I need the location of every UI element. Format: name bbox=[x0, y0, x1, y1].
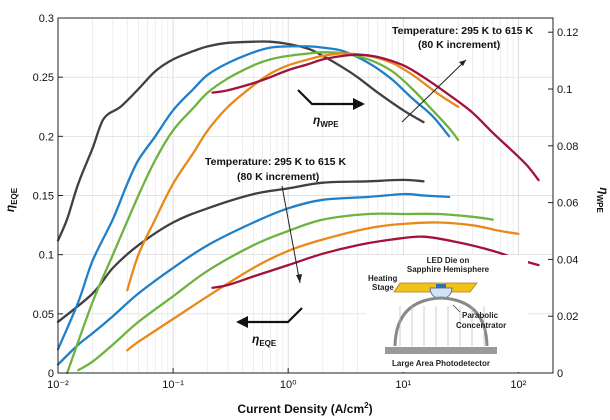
y-right-tick-label: 0.1 bbox=[557, 84, 572, 96]
tick-labels: 10⁻² 10⁻¹ 10⁰ 10¹ 10² 0 0.05 0.1 0.15 0.2 0.25 0.3 0… bbox=[33, 13, 579, 391]
wpe-direction-arrow bbox=[297, 89, 357, 106]
wpe-temp-arrowhead bbox=[459, 60, 466, 66]
y-left-tick-label: 0.25 bbox=[33, 72, 54, 84]
eqe-direction-arrowhead bbox=[236, 316, 248, 328]
x-axis-label: Current Density (A/cm2) bbox=[237, 401, 372, 416]
y-axis-right-label: ηWPE bbox=[595, 187, 610, 213]
parabolic-label-line2: Concentrator bbox=[456, 321, 506, 330]
y-left-tick-label: 0 bbox=[48, 368, 54, 380]
wpe-direction-arrowhead bbox=[353, 98, 365, 110]
y-right-tick-label: 0.12 bbox=[557, 27, 578, 39]
eqe-temp-annotation-line2: (80 K increment) bbox=[237, 171, 319, 183]
parabolic-label-line1: Parabolic bbox=[462, 311, 499, 320]
parabolic-pointer bbox=[452, 304, 461, 313]
y-left-tick-label: 0.2 bbox=[39, 131, 54, 143]
wpe-series-group bbox=[56, 178, 540, 372]
eqe-curve-4 bbox=[126, 52, 460, 292]
y-right-tick-label: 0.08 bbox=[557, 141, 578, 153]
eqe-curve-2 bbox=[56, 45, 451, 351]
heating-stage-label-line1: Heating bbox=[368, 274, 397, 283]
y-right-tick-label: 0 bbox=[557, 368, 563, 380]
y-axis-left-label: ηEQE bbox=[3, 187, 19, 212]
y-right-tick-label: 0.02 bbox=[557, 311, 578, 323]
wpe-curve-5 bbox=[211, 235, 540, 289]
eqe-curve-1 bbox=[56, 40, 425, 242]
eqe-direction-arrow bbox=[247, 307, 303, 324]
x-tick-label: 10¹ bbox=[395, 379, 411, 391]
parabolic-concentrator-shape bbox=[393, 296, 489, 347]
eqe-curve-3 bbox=[65, 51, 460, 375]
eqe-temp-arrowhead bbox=[296, 274, 302, 283]
y-left-tick-label: 0.1 bbox=[39, 250, 54, 262]
led-die-shape bbox=[436, 284, 446, 288]
y-left-tick-label: 0.15 bbox=[33, 191, 54, 203]
eqe-symbol-label: ηEQE bbox=[252, 332, 277, 348]
led-die-label-line1: LED Die on bbox=[427, 256, 470, 265]
heating-stage-shape bbox=[393, 282, 478, 293]
y-right-tick-label: 0.06 bbox=[557, 198, 578, 210]
y-right-tick-label: 0.04 bbox=[557, 254, 578, 266]
wpe-symbol-label: ηWPE bbox=[313, 113, 339, 129]
x-tick-label: 10⁻¹ bbox=[162, 379, 184, 391]
y-left-tick-label: 0.3 bbox=[39, 13, 54, 25]
y-left-tick-label: 0.05 bbox=[33, 309, 54, 321]
photodetector-label: Large Area Photodetector bbox=[392, 359, 490, 368]
x-tick-label: 10⁻² bbox=[47, 379, 69, 391]
x-tick-label: 10⁰ bbox=[280, 379, 297, 391]
photodetector-shape bbox=[385, 347, 497, 354]
led-die-label-line2: Sapphire Hemisphere bbox=[407, 265, 490, 274]
eqe-curve-5 bbox=[211, 53, 540, 182]
concentrator-rays bbox=[399, 306, 485, 346]
heating-stage-label-line2: Stage bbox=[372, 283, 394, 292]
wpe-temp-arrow bbox=[401, 59, 467, 123]
measurement-setup-inset: LED Die on Sapphire Hemisphere Heating S… bbox=[366, 255, 528, 372]
wpe-temp-annotation-line1: Temperature: 295 K to 615 K bbox=[392, 25, 533, 37]
wpe-curve-4 bbox=[126, 221, 520, 352]
eqe-temp-annotation-line1: Temperature: 295 K to 615 K bbox=[205, 156, 346, 168]
wpe-temp-annotation-line2: (80 K increment) bbox=[418, 39, 500, 51]
wpe-curve-2 bbox=[56, 192, 451, 366]
x-tick-label: 10² bbox=[510, 379, 526, 391]
eqe-temp-arrow bbox=[281, 185, 301, 284]
eqe-series-group bbox=[56, 40, 540, 375]
wpe-curve-1 bbox=[56, 178, 425, 324]
wpe-curve-3 bbox=[77, 212, 494, 372]
